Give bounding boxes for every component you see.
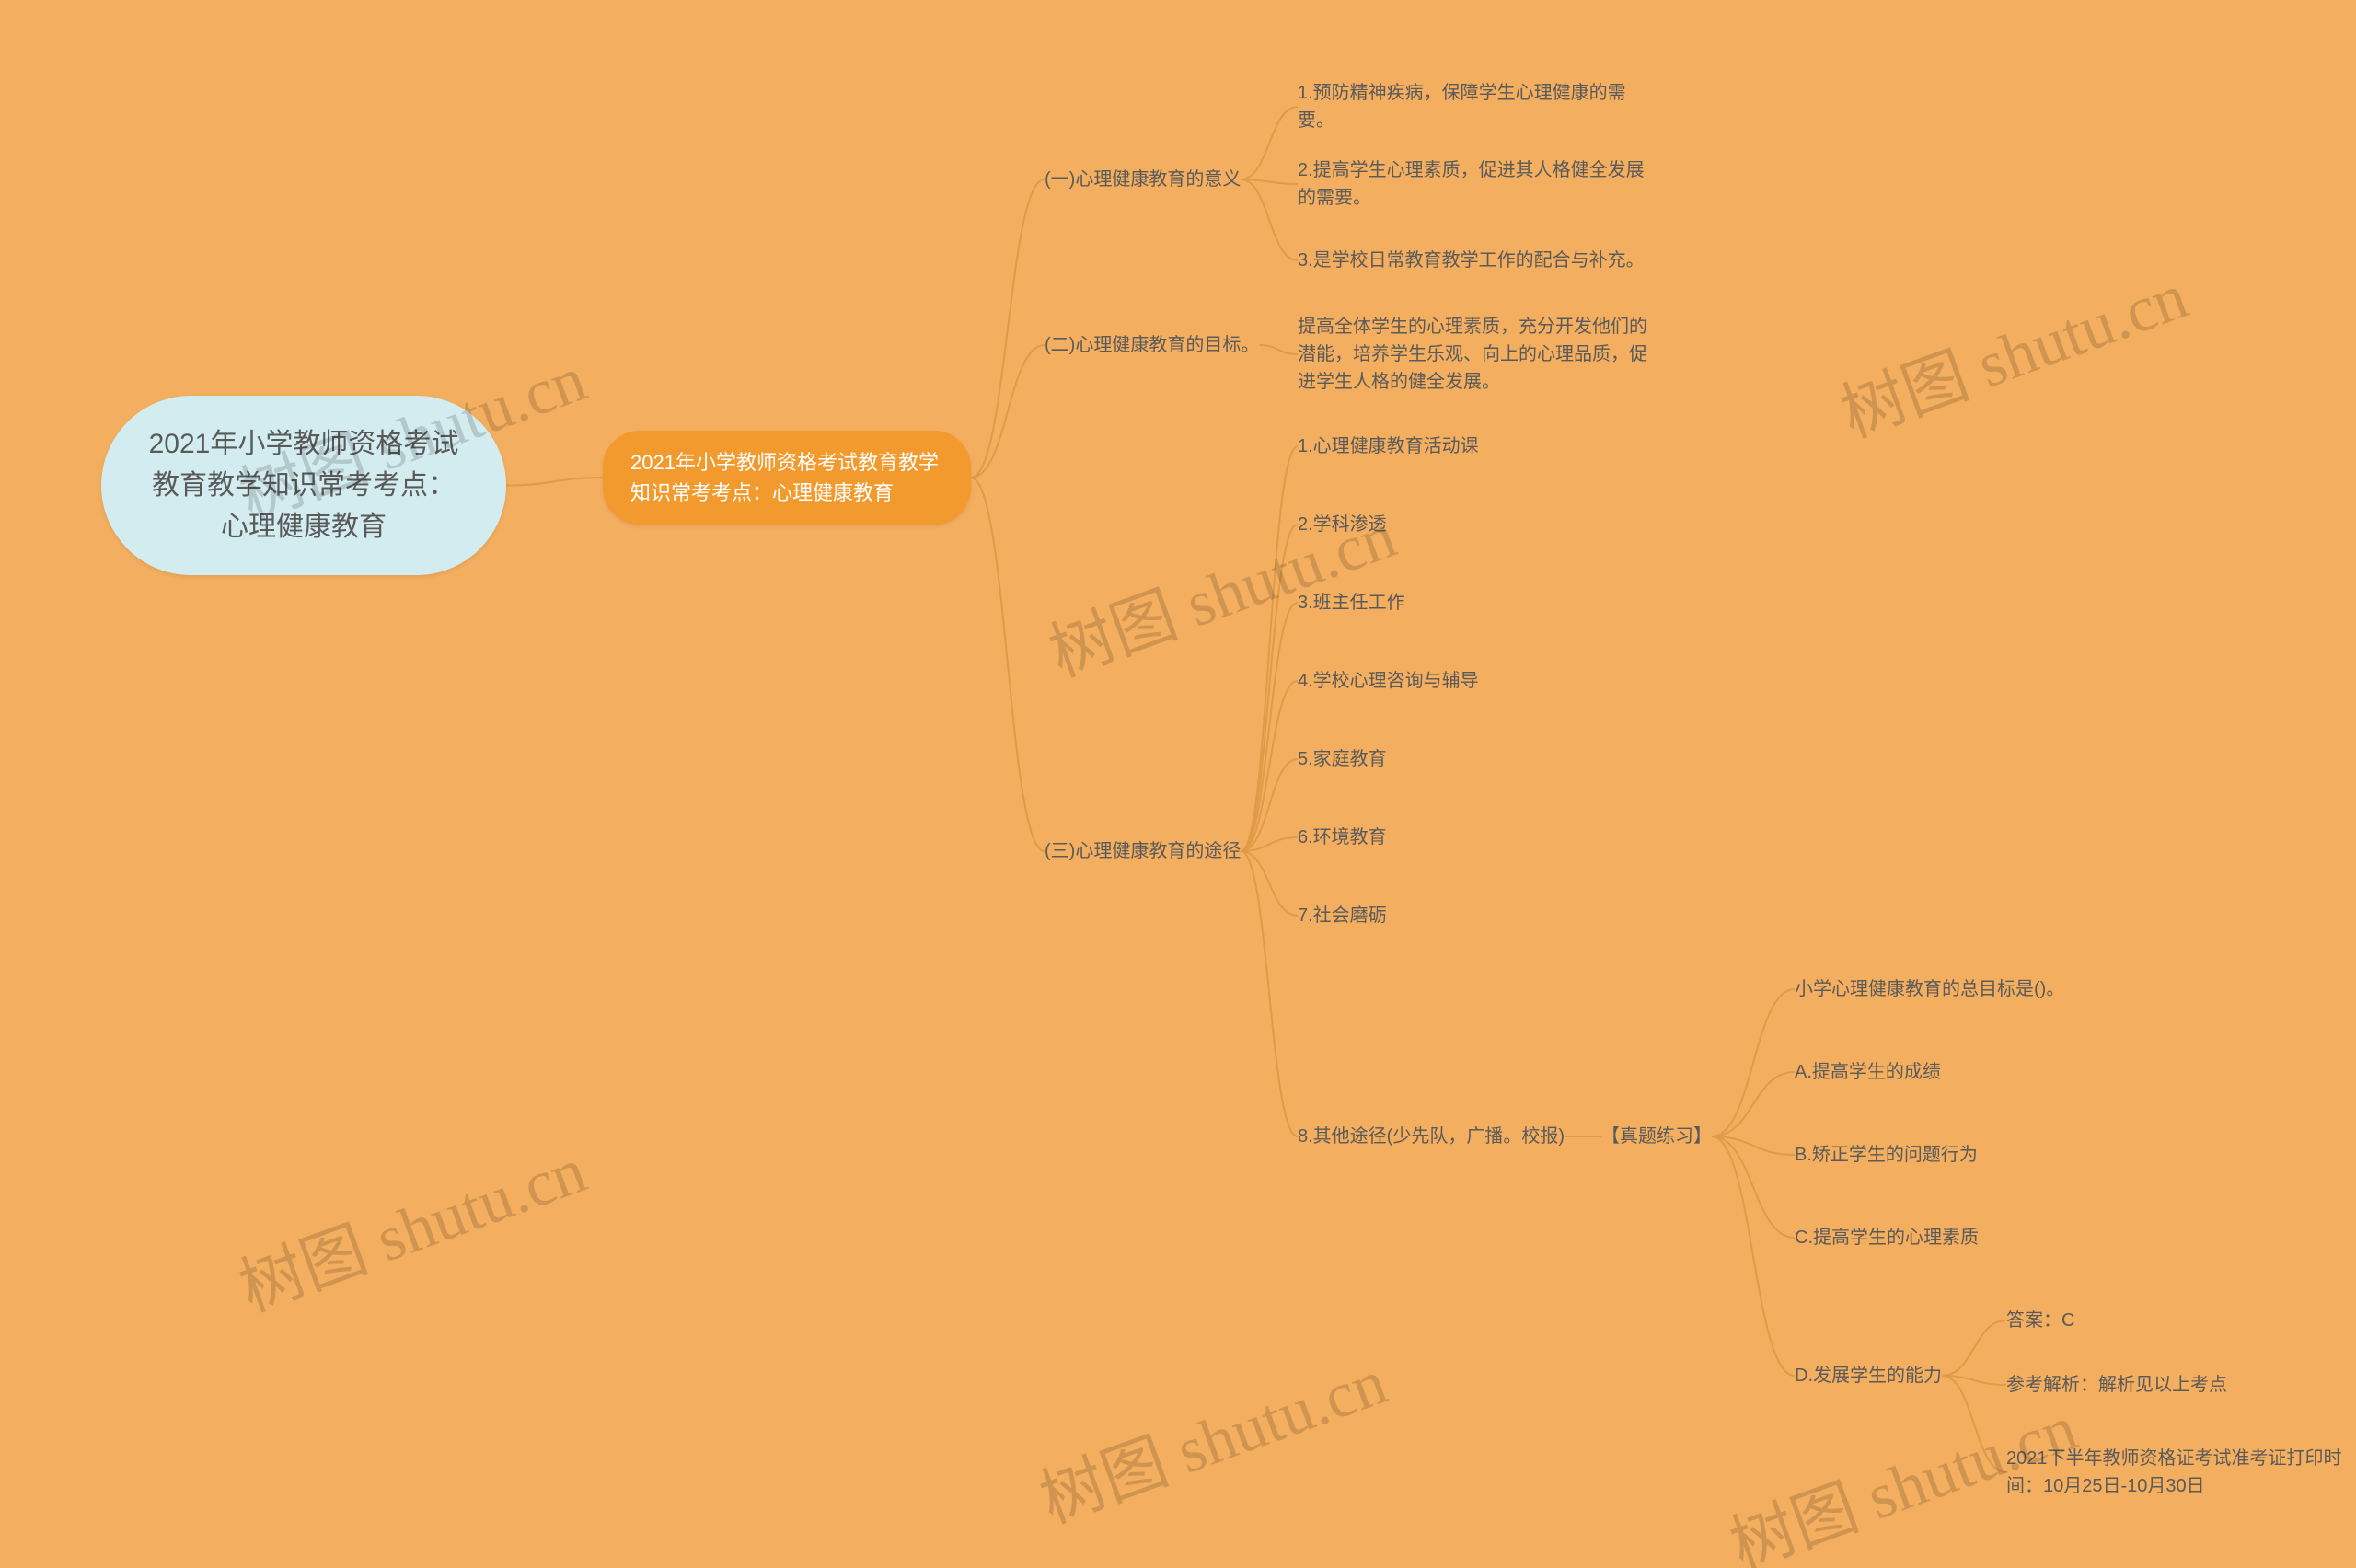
leaf-label: 参考解析：解析见以上考点 [2006,1375,2227,1395]
leaf-node[interactable]: 3.班主任工作 [1298,589,1405,617]
leaf-label: 3.班主任工作 [1298,593,1405,613]
leaf-node[interactable]: 【真题练习】 [1601,1123,1712,1150]
branch-label: (一)心理健康教育的意义 [1045,169,1241,190]
leaf-label: 2.学科渗透 [1298,514,1387,535]
leaf-label: 1.预防精神疾病，保障学生心理健康的需要。 [1298,83,1626,131]
leaf-node[interactable]: 提高全体学生的心理素质，充分开发他们的潜能，培养学生乐观、向上的心理品质，促进学… [1298,313,1647,396]
leaf-label: 5.家庭教育 [1298,749,1387,769]
watermark: 树图 shutu.cn [1026,1331,1398,1541]
branch-node[interactable]: (二)心理健康教育的目标。 [1045,331,1259,359]
leaf-label: 2021下半年教师资格证考试准考证打印时间：10月25日-10月30日 [2006,1448,2342,1496]
leaf-label: 6.环境教育 [1298,827,1387,847]
branch-node[interactable]: (一)心理健康教育的意义 [1045,166,1241,193]
leaf-label: 2.提高学生心理素质，促进其人格健全发展的需要。 [1298,160,1645,208]
branch-node[interactable]: (三)心理健康教育的途径 [1045,837,1241,865]
leaf-label: C.提高学生的心理素质 [1795,1228,1979,1248]
leaf-node[interactable]: 8.其他途径(少先队，广播。校报) [1298,1123,1565,1150]
leaf-label: 1.心理健康教育活动课 [1298,436,1479,456]
mindmap-canvas: 2021年小学教师资格考试教育教学知识常考考点：心理健康教育 2021年小学教师… [0,0,2356,1568]
leaf-node[interactable]: 3.是学校日常教育教学工作的配合与补充。 [1298,247,1645,274]
leaf-node[interactable]: 6.环境教育 [1298,824,1387,851]
leaf-node[interactable]: 2.学科渗透 [1298,511,1387,538]
leaf-node[interactable]: 小学心理健康教育的总目标是()。 [1795,975,2064,1003]
leaf-node[interactable]: 7.社会磨砺 [1298,902,1387,929]
leaf-node[interactable]: 参考解析：解析见以上考点 [2006,1371,2227,1399]
leaf-node[interactable]: 2021下半年教师资格证考试准考证打印时间：10月25日-10月30日 [2006,1445,2356,1500]
leaf-label: 答案：C [2006,1310,2074,1331]
leaf-label: 小学心理健康教育的总目标是()。 [1795,979,2064,999]
leaf-label: 3.是学校日常教育教学工作的配合与补充。 [1298,250,1645,271]
leaf-node[interactable]: C.提高学生的心理素质 [1795,1224,1979,1251]
leaf-label: D.发展学生的能力 [1795,1366,1942,1386]
leaf-label: B.矫正学生的问题行为 [1795,1145,1978,1165]
level1-node[interactable]: 2021年小学教师资格考试教育教学知识常考考点：心理健康教育 [603,431,971,525]
leaf-label: 【真题练习】 [1601,1126,1712,1147]
root-node[interactable]: 2021年小学教师资格考试教育教学知识常考考点：心理健康教育 [101,396,506,575]
leaf-node[interactable]: 答案：C [2006,1307,2074,1334]
leaf-label: 提高全体学生的心理素质，充分开发他们的潜能，培养学生乐观、向上的心理品质，促进学… [1298,317,1647,392]
leaf-label: 4.学校心理咨询与辅导 [1298,671,1479,691]
edges-layer [0,0,2356,1568]
leaf-node[interactable]: 4.学校心理咨询与辅导 [1298,667,1479,695]
branch-label: (三)心理健康教育的途径 [1045,841,1241,861]
leaf-label: 8.其他途径(少先队，广播。校报) [1298,1126,1565,1147]
leaf-node[interactable]: A.提高学生的成绩 [1795,1058,1941,1086]
level1-label: 2021年小学教师资格考试教育教学知识常考考点：心理健康教育 [630,451,939,504]
leaf-node[interactable]: B.矫正学生的问题行为 [1795,1141,1978,1169]
leaf-node[interactable]: D.发展学生的能力 [1795,1362,1942,1389]
leaf-node[interactable]: 1.心理健康教育活动课 [1298,432,1479,460]
branch-label: (二)心理健康教育的目标。 [1045,335,1259,355]
watermark: 树图 shutu.cn [1827,245,2199,455]
leaf-node[interactable]: 1.预防精神疾病，保障学生心理健康的需要。 [1298,79,1647,134]
leaf-node[interactable]: 2.提高学生心理素质，促进其人格健全发展的需要。 [1298,156,1647,212]
leaf-node[interactable]: 5.家庭教育 [1298,745,1387,773]
leaf-label: 7.社会磨砺 [1298,905,1387,926]
watermark: 树图 shutu.cn [225,1119,597,1330]
root-label: 2021年小学教师资格考试教育教学知识常考考点：心理健康教育 [149,429,459,542]
leaf-label: A.提高学生的成绩 [1795,1062,1941,1082]
